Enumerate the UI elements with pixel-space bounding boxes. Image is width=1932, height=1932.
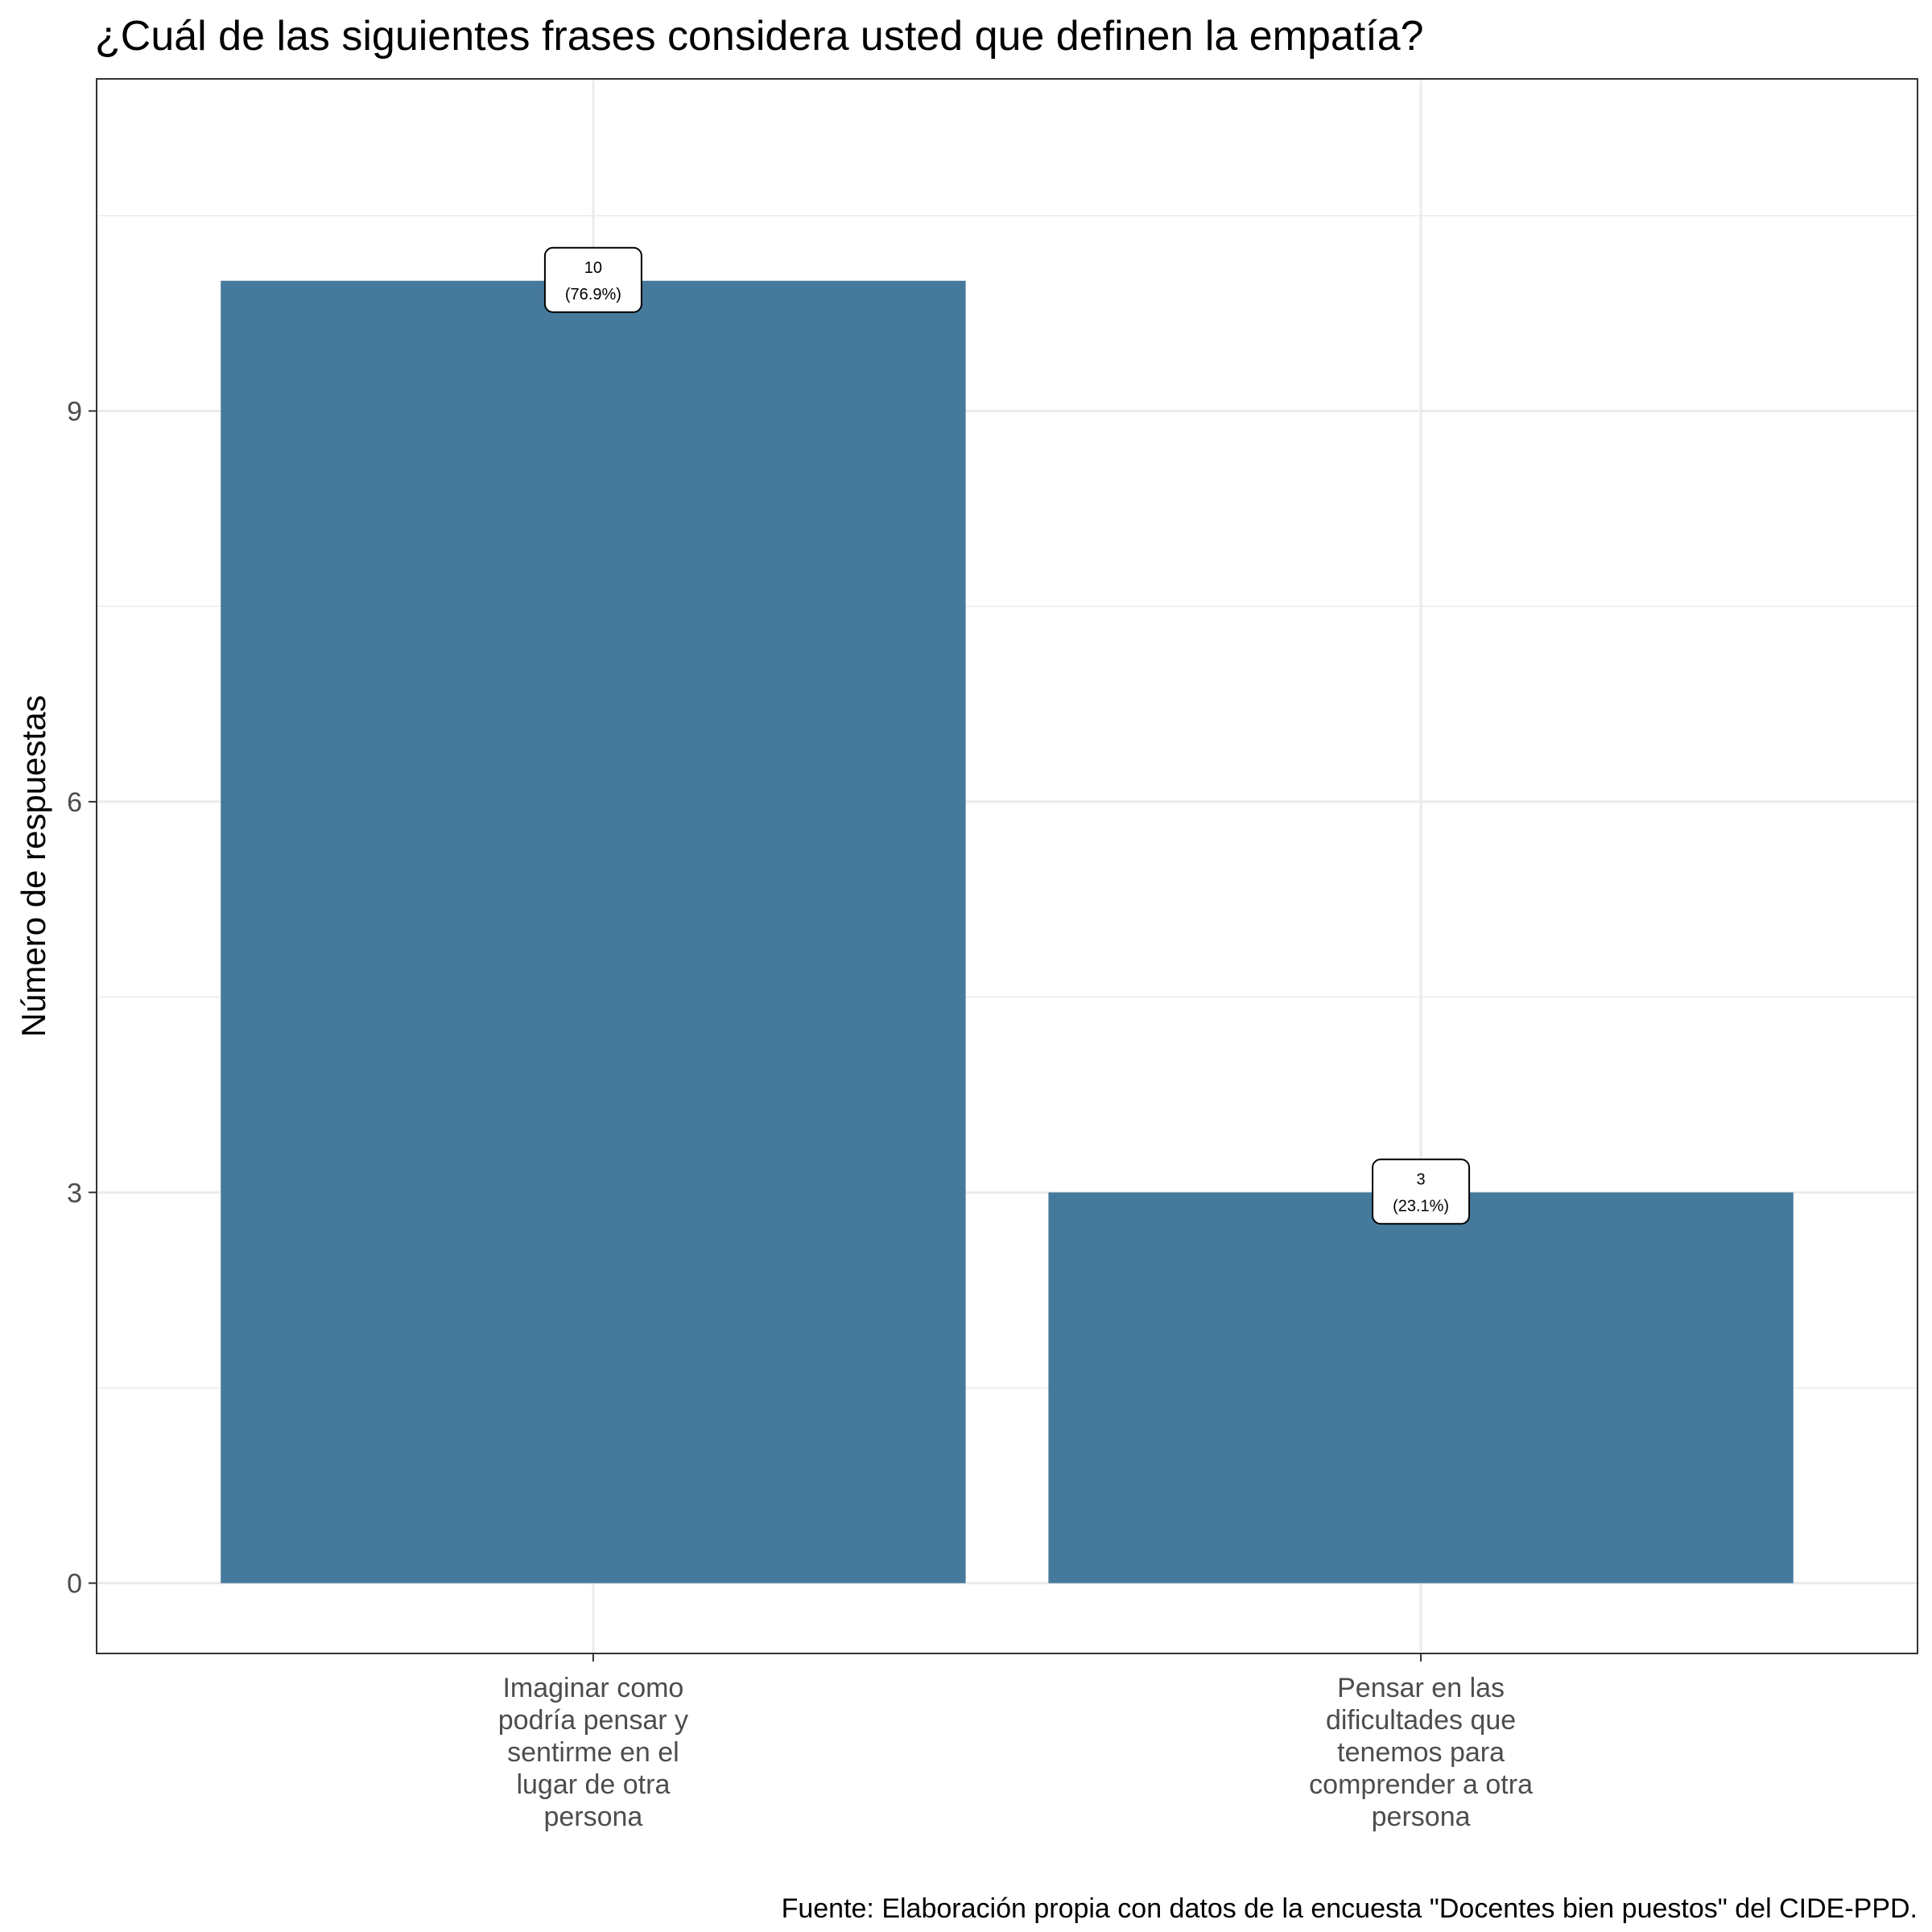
x-tick-label-line: comprender a otra xyxy=(1309,1769,1533,1800)
y-tick-label: 6 xyxy=(67,787,82,818)
x-tick-label-line: Imaginar como xyxy=(502,1673,683,1703)
x-tick-label-line: persona xyxy=(543,1802,642,1832)
y-tick-label: 0 xyxy=(67,1569,82,1600)
data-label-box xyxy=(543,246,642,313)
chart-caption: Fuente: Elaboración propia con datos de … xyxy=(782,1893,1918,1924)
x-tick-label-line: sentirme en el xyxy=(507,1737,679,1768)
bar xyxy=(1048,1192,1794,1583)
x-tick-label-line: dificultades que xyxy=(1326,1705,1516,1736)
x-tick-label-line: Pensar en las xyxy=(1337,1673,1505,1703)
x-tick-label-line: podría pensar y xyxy=(498,1705,688,1736)
x-tick-label-line: tenemos para xyxy=(1337,1737,1505,1768)
data-label-text: (76.9%) xyxy=(565,286,621,303)
bar xyxy=(221,280,966,1583)
data-label-text: 10 xyxy=(584,259,602,277)
data-label: 3 (23.1%) xyxy=(1372,1158,1471,1225)
x-tick-label: Pensar en las dificultades que tenemos par… xyxy=(1309,1673,1533,1832)
chart-title: ¿Cuál de las siguientes frases considera… xyxy=(95,13,1424,60)
data-label-text: 3 xyxy=(1417,1170,1426,1188)
data-label-box xyxy=(1372,1158,1471,1225)
y-axis-label: Número de respuestas xyxy=(14,696,52,1038)
plot-border xyxy=(96,78,1918,1654)
x-tick-label-line: lugar de otra xyxy=(516,1769,670,1800)
data-label-text: (23.1%) xyxy=(1393,1197,1449,1215)
y-tick-label: 9 xyxy=(67,397,82,427)
bars xyxy=(221,280,1794,1583)
x-tick-label-line: persona xyxy=(1372,1802,1471,1832)
y-axis: 0 3 6 9 xyxy=(67,397,97,1600)
data-label: 10 (76.9%) xyxy=(543,246,642,313)
data-labels: 10 (76.9%) 3 (23.1%) xyxy=(543,246,1471,1225)
x-tick-label: Imaginar como podría pensar y sentirme en … xyxy=(498,1673,688,1832)
y-tick-label: 3 xyxy=(67,1178,82,1208)
x-axis: Imaginar como podría pensar y sentirme en … xyxy=(498,1653,1533,1832)
